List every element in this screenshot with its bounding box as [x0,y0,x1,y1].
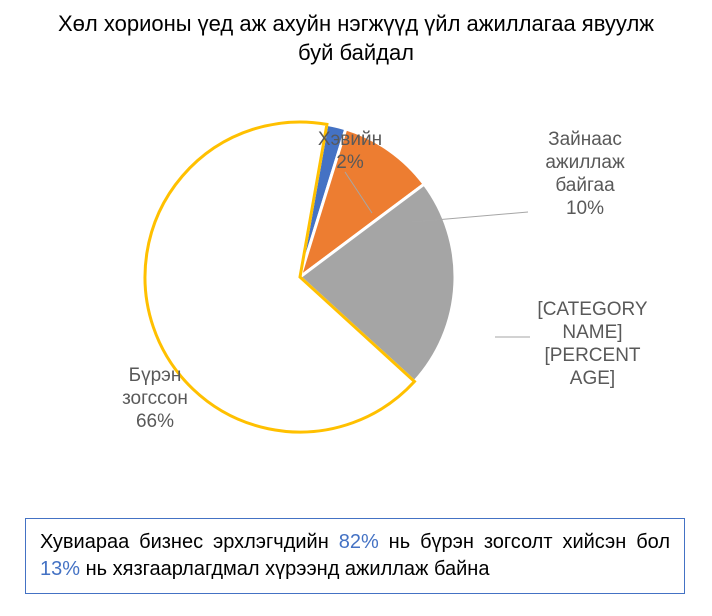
caption-box: Хувиараа бизнес эрхлэгчдийн 82% нь бүрэн… [25,518,685,594]
slice-label-remote: Зайнаасажиллажбайгаа10% [530,129,640,220]
chart-area: Хэвийн2% Зайнаасажиллажбайгаа10% [CATEGO… [0,67,712,497]
chart-title: Хөл хорионы үед аж ахуйн нэгжүүд үйл ажи… [0,0,712,67]
slice-label-normal: Хэвийн2% [305,129,395,175]
slice-label-limited: [CATEGORYNAME][PERCENTAGE] [530,299,655,390]
slice-label-stopped: Бүрэнзогссон66% [110,365,200,433]
